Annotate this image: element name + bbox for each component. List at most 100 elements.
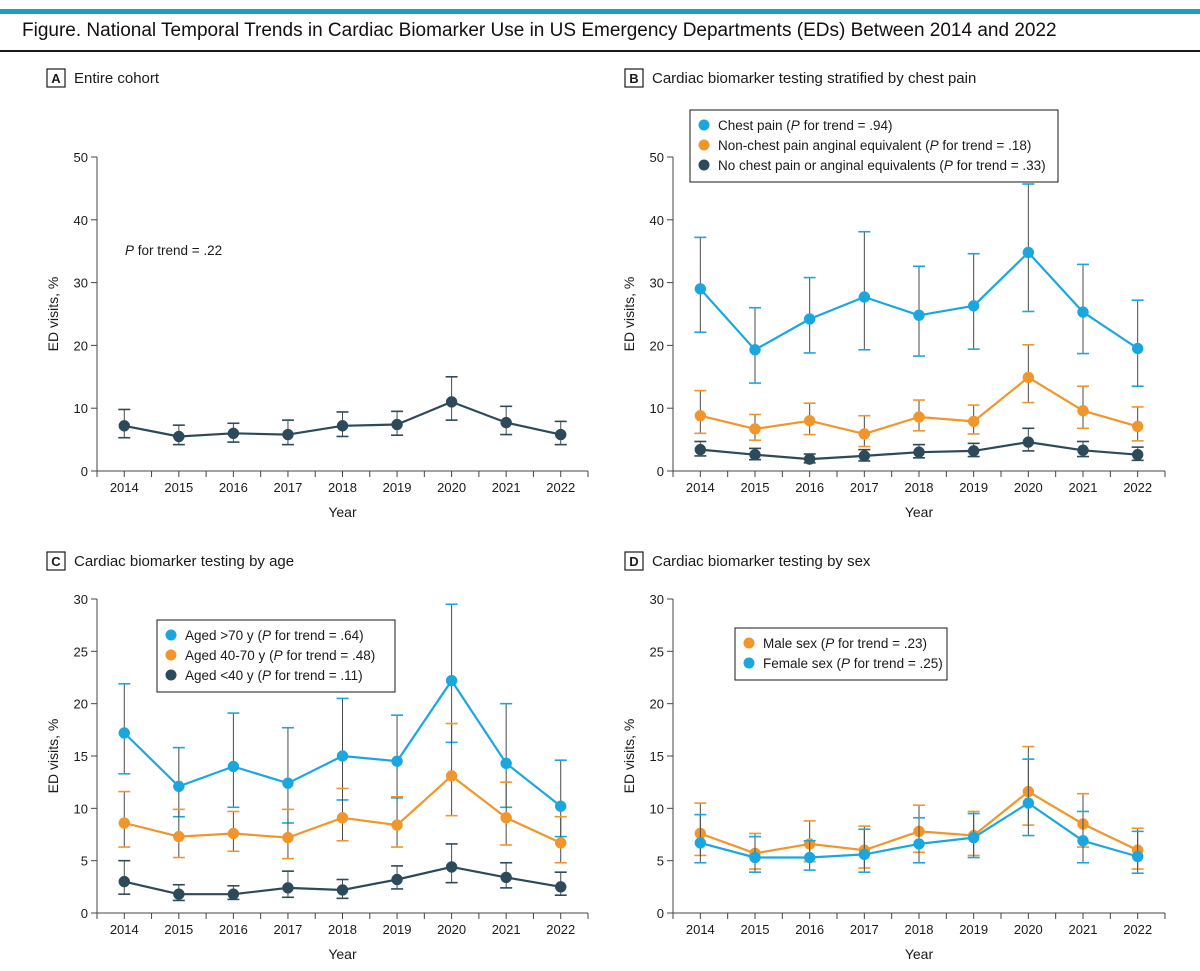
legend-series-name: Chest pain — [718, 118, 783, 133]
series-female-sex — [694, 758, 1144, 875]
data-point — [858, 291, 871, 303]
legend-paren: ( — [254, 668, 263, 683]
x-tick-label: 2020 — [1014, 480, 1043, 495]
panel-letter-box — [624, 68, 644, 88]
title-rule — [0, 50, 1200, 52]
x-tick-label: 2016 — [219, 922, 248, 937]
x-tick-label: 2020 — [437, 922, 466, 937]
legend-p: P — [791, 118, 800, 133]
data-point — [282, 777, 294, 789]
legend-trend: for trend = .18) — [939, 138, 1032, 153]
data-point — [1131, 342, 1144, 355]
legend-label: No chest pain or anginal equivalents (P … — [718, 158, 1046, 173]
series-aged-40-y — [118, 843, 567, 902]
series-no-chest-pain-or-anginal-equivalents — [694, 427, 1144, 465]
y-tick-label: 5 — [657, 854, 664, 869]
data-point — [1131, 448, 1144, 461]
p-trend-text: for trend = .22 — [134, 243, 222, 258]
panel-title: Cardiac biomarker testing by sex — [652, 553, 871, 570]
x-tick-label: 2017 — [850, 480, 879, 495]
legend-trend: for trend = .11) — [271, 668, 363, 683]
data-point — [500, 416, 512, 429]
y-tick-label: 15 — [74, 749, 88, 764]
x-tick-label: 2017 — [273, 480, 302, 495]
y-tick-label: 10 — [74, 401, 88, 416]
y-tick-label: 10 — [650, 801, 664, 816]
legend-series-name: Aged >70 y — [185, 628, 254, 643]
legend-paren: ( — [265, 648, 274, 663]
x-tick-label: 2020 — [437, 480, 466, 495]
legend-marker — [698, 139, 710, 151]
data-point — [500, 871, 512, 884]
x-tick-label: 2015 — [741, 480, 770, 495]
data-point — [913, 411, 925, 423]
panel-a: A Entire cohort 0 10 20 30 40 50 2014 2015 2016 201… — [45, 68, 589, 520]
legend-paren: ( — [921, 138, 930, 153]
x-tick-label: 2015 — [741, 922, 770, 937]
data-point — [1077, 835, 1089, 847]
x-tick-label: 2015 — [164, 922, 193, 937]
legend-label: Chest pain (P for trend = .94) — [718, 118, 893, 133]
legend-marker — [165, 629, 177, 641]
x-tick-label: 2018 — [328, 480, 357, 495]
x-tick-label: 2019 — [383, 480, 412, 495]
panel-letter: D — [629, 554, 638, 569]
legend-marker — [698, 119, 710, 131]
data-point — [282, 882, 294, 894]
data-point — [554, 800, 567, 812]
series-entire-cohort — [118, 375, 567, 446]
y-tick-label: 50 — [74, 150, 88, 165]
legend-series-name: Aged 40-70 y — [185, 648, 266, 663]
data-point — [554, 881, 567, 893]
data-point — [967, 831, 980, 844]
data-point — [445, 674, 458, 687]
x-tick-label: 2021 — [1069, 922, 1098, 937]
legend-trend: for trend = .64) — [271, 628, 364, 643]
y-tick-label: 20 — [650, 338, 664, 353]
panel-title: Cardiac biomarker testing stratified by … — [652, 70, 976, 87]
legend-p: P — [274, 648, 283, 663]
data-point — [282, 428, 294, 441]
y-tick-label: 30 — [74, 592, 88, 607]
x-tick-label: 2018 — [328, 922, 357, 937]
data-point — [1077, 306, 1089, 318]
legend-trend: for trend = .23) — [834, 636, 927, 651]
data-point — [336, 420, 349, 432]
panel-letter: A — [51, 71, 61, 86]
x-tick-label: 2017 — [850, 922, 879, 937]
y-tick-label: 30 — [650, 276, 664, 291]
x-tick-label: 2017 — [273, 922, 302, 937]
x-tick-label: 2014 — [110, 480, 139, 495]
legend-trend: for trend = .94) — [800, 118, 893, 133]
legend-p: P — [841, 656, 850, 671]
legend-series-name: Female sex — [763, 656, 833, 671]
x-tick-label: 2014 — [110, 922, 139, 937]
data-point — [913, 446, 925, 458]
panel-letter-box — [46, 551, 66, 571]
y-tick-label: 40 — [650, 213, 664, 228]
x-tick-label: 2016 — [795, 480, 824, 495]
data-point — [694, 283, 707, 295]
panel-title: Entire cohort — [74, 70, 160, 87]
legend-paren: ( — [833, 656, 842, 671]
data-point — [1022, 797, 1035, 809]
x-tick-label: 2014 — [686, 480, 715, 495]
y-tick-label: 5 — [81, 854, 88, 869]
data-point — [173, 430, 185, 443]
panel-c: C Cardiac biomarker testing by age 0 5 10 15 2… — [45, 551, 589, 962]
y-tick-label: 15 — [650, 749, 664, 764]
y-tick-label: 0 — [657, 464, 664, 479]
data-point — [391, 819, 403, 831]
x-axis-label: Year — [905, 504, 934, 520]
legend-label: Non-chest pain anginal equivalent (P for… — [718, 138, 1031, 153]
data-point — [1022, 436, 1035, 448]
x-axis-label: Year — [328, 504, 357, 520]
x-tick-label: 2022 — [546, 480, 575, 495]
y-tick-label: 10 — [74, 801, 88, 816]
data-point — [803, 453, 816, 465]
y-tick-label: 0 — [81, 464, 88, 479]
legend-p: P — [262, 628, 271, 643]
x-tick-label: 2019 — [959, 480, 988, 495]
data-point — [1131, 420, 1144, 433]
data-point — [445, 396, 458, 408]
